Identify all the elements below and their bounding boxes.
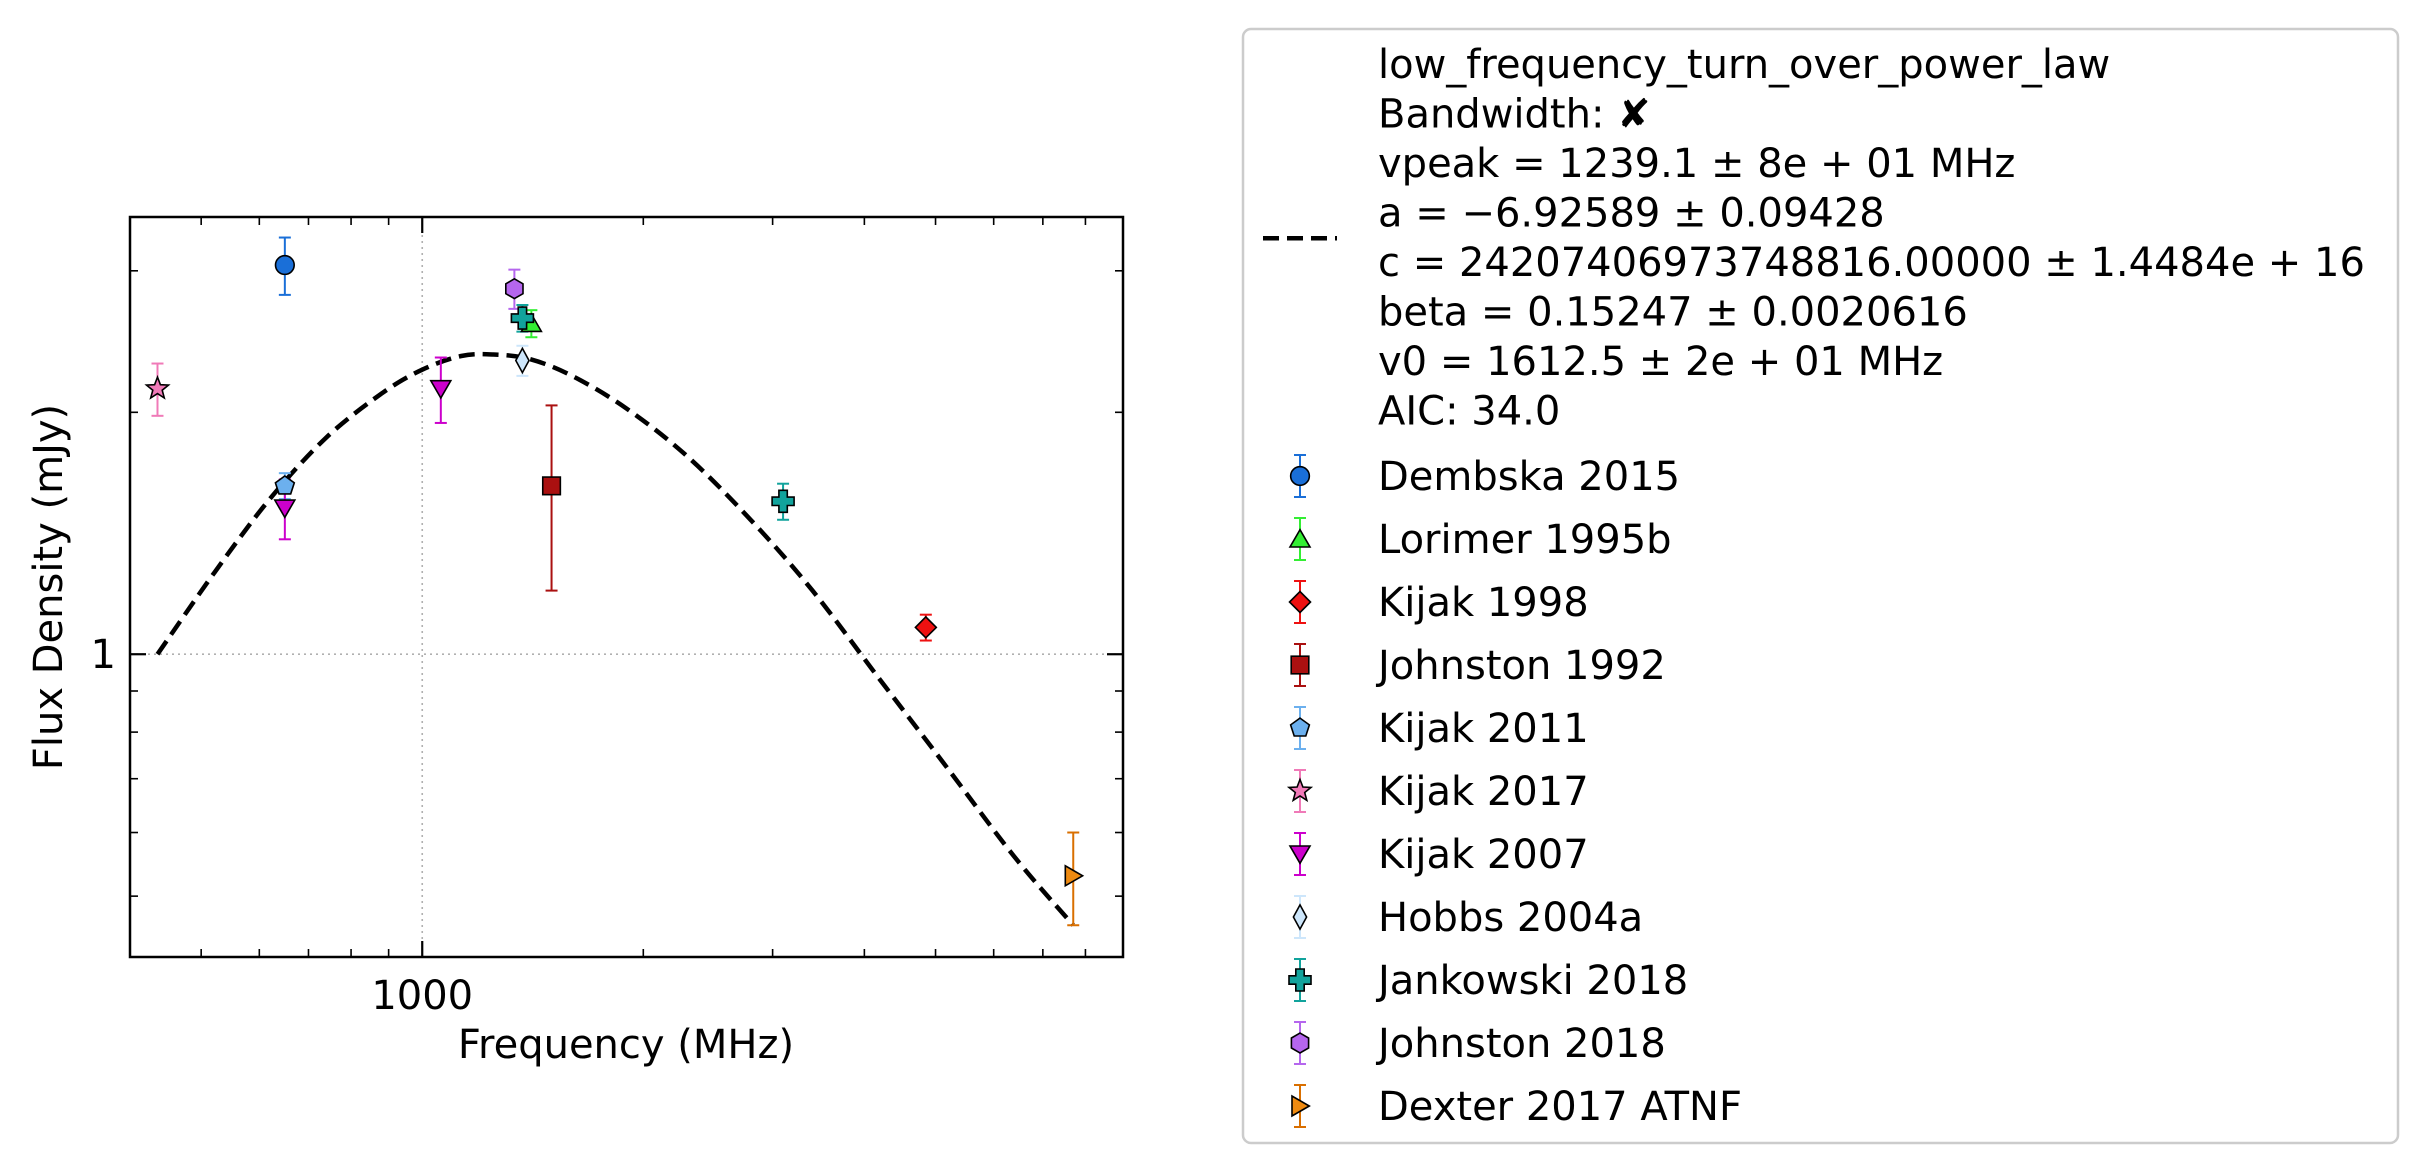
y-tick-label: 1	[91, 632, 116, 678]
legend-marker	[1289, 717, 1311, 737]
legend-series-label: Kijak 2007	[1378, 832, 1589, 878]
x-axis-label: Frequency (MHz)	[458, 1022, 794, 1068]
legend-marker	[1286, 777, 1314, 803]
legend-marker	[1288, 590, 1312, 614]
data-point	[1064, 864, 1085, 888]
legend-series-label: Lorimer 1995b	[1378, 517, 1672, 563]
legend-fit-text-line: AIC: 34.0	[1378, 389, 1560, 435]
data-point	[274, 254, 295, 276]
legend-fit-text-line: Bandwidth: ✘	[1378, 92, 1651, 138]
legend-series-label: Hobbs 2004a	[1378, 895, 1643, 941]
data-point	[273, 499, 297, 519]
data-point	[144, 374, 171, 400]
markers-layer	[144, 254, 1085, 888]
legend-series-label: Kijak 2017	[1378, 769, 1589, 815]
legend-marker	[1288, 845, 1312, 865]
x-tick-label: 1000	[371, 973, 473, 1019]
legend-series-label: Jankowski 2018	[1375, 958, 1688, 1004]
fit-curve-layer	[155, 351, 1075, 927]
fit-curve-line	[155, 351, 1075, 927]
legend-series-label: Johnston 1992	[1375, 643, 1666, 689]
legend-series-label: Kijak 2011	[1378, 706, 1589, 752]
legend-marker	[1290, 1032, 1310, 1054]
data-point	[510, 306, 535, 330]
grid	[130, 217, 1123, 957]
legend-fit-text-line: v0 = 1612.5 ± 2e + 01 MHz	[1378, 339, 1943, 385]
data-point	[429, 379, 453, 400]
y-axis-label: Flux Density (mJy)	[26, 404, 72, 770]
legend-marker	[1289, 465, 1311, 487]
legend-marker	[1288, 968, 1312, 992]
legend-series-label: Johnston 2018	[1375, 1021, 1666, 1067]
plot-frame	[128, 215, 1125, 959]
legend-marker	[1292, 903, 1308, 931]
legend-series-label: Dembska 2015	[1378, 454, 1680, 500]
error-bars-layer	[151, 236, 1080, 927]
legend-fit-text-line: c = 24207406973748816.00000 ± 1.4484e + …	[1378, 240, 2365, 286]
legend-fit-text-line: a = −6.92589 ± 0.09428	[1378, 191, 1885, 237]
data-point	[514, 346, 530, 375]
legend-marker	[1288, 528, 1312, 548]
legend-fit-text-line: low_frequency_turn_over_power_law	[1378, 42, 2110, 88]
legend-series-label: Dexter 2017 ATNF	[1378, 1084, 1742, 1130]
legend-series-label: Kijak 1998	[1378, 580, 1589, 626]
data-point	[274, 475, 296, 495]
axis-ticks	[129, 217, 1124, 957]
legend: low_frequency_turn_over_power_lawBandwid…	[1241, 27, 2400, 1145]
tick-labels: 1000 1	[91, 632, 474, 1019]
legend-marker	[1290, 655, 1310, 675]
legend-marker	[1291, 1094, 1311, 1118]
legend-fit-text-line: vpeak = 1239.1 ± 8e + 01 MHz	[1378, 141, 2015, 187]
data-point	[771, 489, 795, 514]
legend-fit-text-line: beta = 0.15247 ± 0.0020616	[1378, 290, 1968, 336]
data-point	[914, 615, 938, 639]
legend-frame	[1241, 27, 2400, 1145]
data-point	[541, 476, 562, 496]
data-point	[504, 277, 524, 300]
